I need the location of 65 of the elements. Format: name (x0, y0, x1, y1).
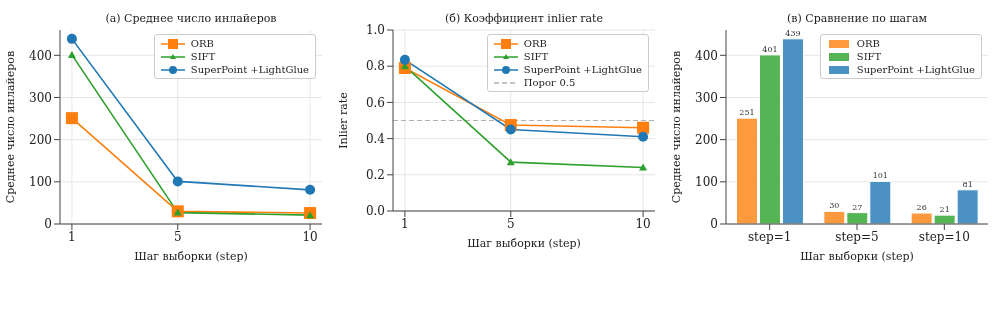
legend-label: SuperPoint +LightGlue (190, 64, 309, 75)
x-tick-label: 10 (302, 229, 318, 244)
y-tick-label: 400 (695, 48, 718, 63)
point (306, 211, 315, 219)
x-tick-label: 1 (401, 216, 409, 231)
y-tick-label: 100 (695, 175, 718, 190)
data-label: 101 (872, 171, 888, 181)
y-tick-label: 0 (44, 217, 52, 232)
x-axis-title: Шаг выборки (step) (467, 237, 581, 250)
x-tick-label: 10 (635, 216, 651, 231)
legend-label: SuperPoint +LightGlue (523, 64, 642, 75)
data-label: 30 (829, 201, 840, 211)
y-tick-label: 200 (29, 132, 52, 147)
legend-label: Порог 0.5 (523, 77, 576, 88)
data-label: 401 (762, 44, 778, 54)
y-tick-label: 300 (29, 90, 52, 105)
data-label: 251 (739, 108, 755, 118)
point (305, 184, 316, 195)
data-label: 439 (785, 28, 801, 38)
legend-label: SIFT (190, 51, 216, 62)
point (67, 50, 76, 58)
y-tick-label: 0.6 (365, 95, 385, 110)
y-tick-label: 0.4 (365, 131, 386, 146)
legend-label: ORB (523, 38, 547, 49)
data-label: 21 (939, 205, 950, 215)
y-axis-title: Среднее число инлайеров (3, 50, 17, 204)
y-tick-label: 0.0 (365, 204, 385, 219)
y-tick-label: 100 (29, 175, 52, 190)
point (172, 176, 183, 187)
point (66, 33, 77, 44)
point (506, 158, 515, 166)
legend-label: SIFT (856, 51, 882, 62)
y-axis-title: Среднее число инлайеров (669, 50, 683, 204)
y-tick-label: 0.8 (365, 59, 385, 74)
data-label: 27 (852, 202, 863, 212)
point (638, 131, 649, 142)
chart-title: (б) Коэффициент inlier rate (444, 12, 604, 25)
y-tick-label: 1.0 (365, 23, 385, 38)
y-tick-label: 400 (29, 48, 52, 63)
y-tick-label: 0.2 (365, 168, 385, 183)
chart-title: (в) Сравнение по шагам (785, 12, 929, 25)
x-tick-label: step=5 (835, 229, 879, 244)
point (65, 112, 78, 125)
point (637, 121, 650, 134)
x-tick-label: 1 (68, 229, 76, 244)
data-label: 81 (962, 179, 973, 189)
point (399, 54, 410, 65)
x-tick-label: 5 (506, 216, 515, 231)
x-tick-label: step=1 (747, 229, 792, 244)
legend-label: ORB (190, 38, 214, 49)
point (505, 124, 516, 135)
chart-title: (а) Среднее число инлайеров (104, 12, 278, 25)
x-tick-label: step=10 (918, 229, 970, 244)
y-tick-label: 0 (710, 217, 718, 232)
y-tick-label: 200 (695, 132, 718, 147)
y-tick-label: 300 (695, 90, 718, 105)
x-axis-title: Шаг выборки (step) (800, 250, 914, 263)
legend-label: SuperPoint +LightGlue (856, 64, 975, 75)
x-tick-label: 5 (173, 229, 182, 244)
x-axis-title: Шаг выборки (step) (134, 250, 248, 263)
legend-label: ORB (856, 38, 880, 49)
point (639, 163, 648, 171)
legend-label: SIFT (523, 51, 549, 62)
y-axis-title: Inlier rate (336, 92, 350, 149)
data-label: 26 (916, 203, 927, 213)
